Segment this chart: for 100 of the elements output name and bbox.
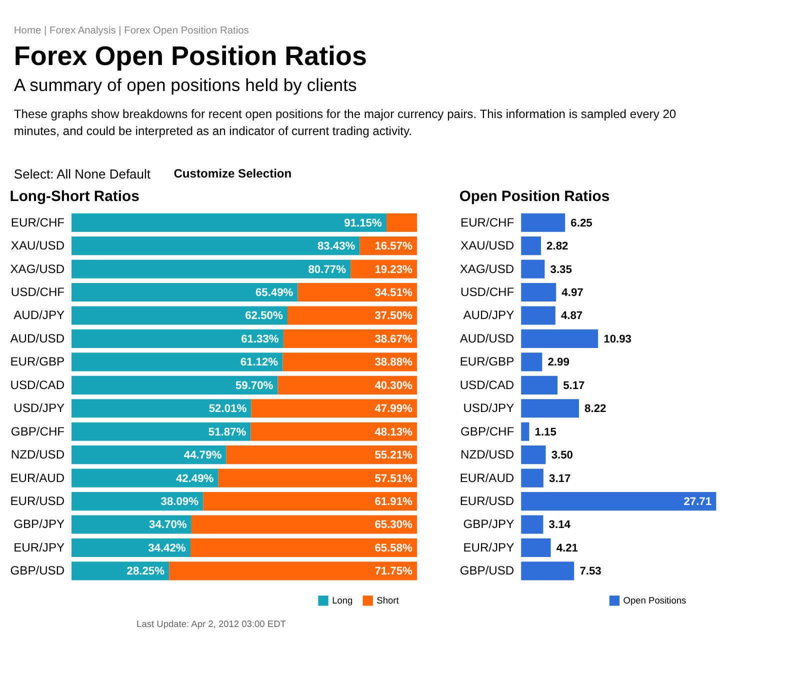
y-tick-label: EUR/JPY <box>14 540 65 554</box>
bar <box>251 399 418 418</box>
data-label: 34.70% <box>149 519 187 532</box>
bar <box>72 468 218 488</box>
text: Select: All None Default <box>14 166 151 182</box>
bar <box>521 515 544 534</box>
data-label: 34.42% <box>148 542 186 554</box>
data-label: 28.25% <box>126 566 165 578</box>
bar <box>521 329 598 348</box>
bar <box>521 492 716 511</box>
bar <box>521 352 542 372</box>
y-tick-label: GBP/JPY <box>14 517 65 532</box>
data-label: 91.15% <box>344 217 382 230</box>
data-label: 38.09% <box>160 496 199 508</box>
bar <box>72 329 284 348</box>
y-tick-label: GBP/USD <box>460 564 514 578</box>
bar <box>521 306 556 325</box>
bar <box>72 236 360 256</box>
bar <box>287 306 418 325</box>
data-label: 42.49% <box>176 472 214 485</box>
bar <box>218 468 418 488</box>
y-tick-label: EUR/AUD <box>460 470 514 485</box>
y-tick-label: USD/CAD <box>10 378 65 392</box>
y-tick-label: XAG/USD <box>460 262 514 276</box>
data-label: 59.70% <box>235 380 274 392</box>
data-label: 38.67% <box>374 333 413 346</box>
bar <box>72 446 226 464</box>
data-label: 19.23% <box>374 264 413 276</box>
bar <box>72 306 288 325</box>
text: Home | Forex Analysis | Forex Open Position Ratios <box>14 26 249 37</box>
y-tick-label: XAU/USD <box>460 238 514 253</box>
data-label: 34.51% <box>374 286 413 299</box>
data-label: 3.17 <box>549 472 571 485</box>
data-label: 3.50 <box>551 450 573 462</box>
bar <box>72 422 251 441</box>
data-label: 3.14 <box>548 519 572 532</box>
y-tick-label: AUD/USD <box>460 331 514 346</box>
data-label: 6.25 <box>570 217 592 230</box>
y-tick-label: AUD/JPY <box>14 308 65 322</box>
data-label: 7.53 <box>580 566 602 578</box>
data-label: 83.43% <box>317 240 356 253</box>
text: Forex Open Position Ratios <box>14 41 367 72</box>
data-label: 2.99 <box>548 356 570 369</box>
bar <box>521 260 545 278</box>
bar <box>72 376 278 394</box>
y-tick-label: GBP/CHF <box>460 424 514 438</box>
data-label: 37.50% <box>374 310 413 322</box>
bar <box>521 236 541 256</box>
data-label: 65.58% <box>374 542 413 554</box>
data-label: 1.15 <box>534 426 556 438</box>
text: Last Update: Apr 2, 2012 03:00 EDT <box>136 619 286 630</box>
bar <box>72 538 190 558</box>
y-tick-label: USD/JPY <box>14 401 65 416</box>
bar <box>521 422 530 441</box>
legend-label: Open Positions <box>623 595 686 606</box>
y-tick-label: EUR/GBP <box>460 354 514 369</box>
bar <box>72 399 252 418</box>
bar <box>521 538 551 558</box>
legend-label: Short <box>376 595 400 606</box>
y-tick-label: GBP/USD <box>10 564 65 578</box>
y-tick-label: XAU/USD <box>10 238 65 253</box>
bar <box>72 492 204 511</box>
data-label: 65.30% <box>374 519 413 532</box>
bar <box>282 352 418 372</box>
data-label: 62.50% <box>245 310 283 322</box>
y-tick-label: EUR/USD <box>10 494 65 508</box>
text: Customize Selection <box>174 166 292 181</box>
data-label: 38.88% <box>374 356 413 369</box>
data-label: 4.87 <box>560 310 583 322</box>
data-label: 5.17 <box>563 380 585 392</box>
chart-title: Open Position Ratios <box>459 188 610 205</box>
bar <box>521 562 574 580</box>
data-label: 4.97 <box>562 286 584 299</box>
data-label: 51.87% <box>208 426 246 438</box>
bar <box>203 492 418 511</box>
bar <box>72 213 386 232</box>
y-tick-label: EUR/JPY <box>463 540 514 554</box>
y-tick-label: EUR/USD <box>460 494 514 508</box>
data-label: 57.51% <box>374 472 413 485</box>
y-tick-label: NZD/USD <box>460 448 514 462</box>
y-tick-label: XAG/USD <box>10 262 65 276</box>
bar <box>521 213 566 232</box>
data-label: 40.30% <box>374 380 413 392</box>
bar <box>521 399 579 418</box>
y-tick-label: NZD/USD <box>10 448 65 462</box>
bar <box>521 446 546 464</box>
data-label: 2.82 <box>546 240 568 253</box>
bar <box>190 538 418 558</box>
bar <box>521 468 544 488</box>
y-tick-label: EUR/CHF <box>460 215 514 230</box>
y-tick-label: USD/CAD <box>460 378 514 392</box>
chart-title: Long-Short Ratios <box>10 188 140 205</box>
data-label: 3.35 <box>550 264 572 276</box>
y-tick-label: EUR/AUD <box>10 470 65 485</box>
bar <box>298 282 418 302</box>
legend-label: Long <box>332 595 353 606</box>
y-tick-label: GBP/CHF <box>10 424 65 438</box>
data-label: 16.57% <box>374 240 413 253</box>
data-label: 55.21% <box>374 450 413 462</box>
data-label: 71.75% <box>374 566 413 578</box>
